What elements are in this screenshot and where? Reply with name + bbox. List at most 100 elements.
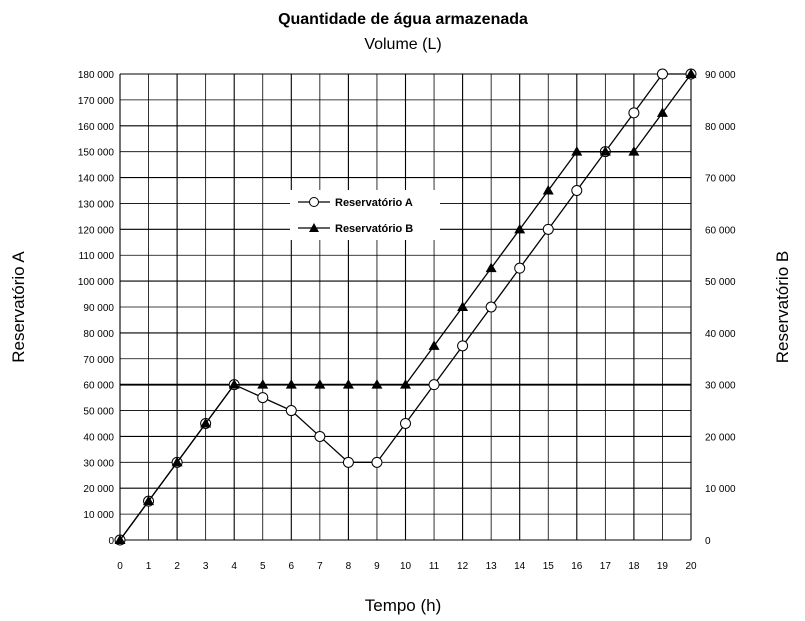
x-tick-label: 11 bbox=[429, 561, 440, 572]
y-tick-label-left: 50 000 bbox=[83, 407, 114, 418]
x-tick-label: 6 bbox=[289, 561, 295, 572]
data-point-circle bbox=[314, 430, 326, 442]
data-point-circle bbox=[571, 185, 583, 196]
y-tick-label-right: 70 000 bbox=[705, 174, 736, 185]
data-point-circle bbox=[342, 456, 354, 468]
x-tick-label: 1 bbox=[146, 561, 152, 572]
data-point-triangle bbox=[571, 146, 583, 156]
x-tick-label: 4 bbox=[231, 561, 237, 572]
y-tick-label-left: 0 bbox=[108, 536, 114, 547]
data-point-triangle bbox=[542, 185, 554, 195]
data-point-triangle bbox=[228, 379, 240, 389]
y-tick-label-left: 100 000 bbox=[78, 277, 115, 288]
y-tick-label-left: 110 000 bbox=[79, 251, 115, 262]
data-point-circle bbox=[542, 223, 554, 235]
chart-subtitle: Volume (L) bbox=[364, 36, 441, 53]
y-tick-label-left: 10 000 bbox=[83, 510, 114, 521]
data-point-circle bbox=[457, 340, 469, 352]
x-tick-label: 13 bbox=[486, 561, 498, 572]
legend-marker-a bbox=[309, 197, 319, 207]
y-tick-labels-right: 0 10 000 20 000 30 000 40 000 50 000 60 000 70 … bbox=[705, 70, 736, 547]
data-point-circle bbox=[257, 392, 269, 404]
y-tick-label-left: 20 000 bbox=[83, 484, 114, 495]
legend-marker-b bbox=[309, 223, 319, 232]
data-point-triangle bbox=[599, 146, 611, 156]
x-tick-label: 8 bbox=[346, 561, 352, 572]
data-point-triangle bbox=[485, 262, 497, 273]
data-point-triangle bbox=[514, 223, 526, 234]
x-tick-label: 10 bbox=[400, 561, 412, 572]
x-tick-label: 19 bbox=[657, 561, 669, 572]
x-tick-label: 14 bbox=[514, 561, 526, 572]
x-tick-label: 12 bbox=[457, 561, 469, 572]
series-layer bbox=[114, 68, 697, 546]
y-tick-label-left: 60 000 bbox=[83, 381, 114, 392]
y-tick-label-right: 20 000 bbox=[705, 432, 736, 443]
data-point-triangle bbox=[114, 534, 126, 544]
data-point-triangle bbox=[342, 379, 354, 389]
y-tick-label-left: 160 000 bbox=[78, 122, 115, 133]
y-tick-label-right: 50 000 bbox=[705, 277, 736, 288]
data-point-triangle bbox=[171, 456, 183, 467]
y-tick-label-right: 10 000 bbox=[705, 484, 736, 495]
data-point-triangle bbox=[656, 107, 668, 117]
y-tick-label-left: 90 000 bbox=[83, 303, 114, 314]
legend-label-b: Reservatório B bbox=[335, 223, 413, 235]
y-tick-label-left: 120 000 bbox=[78, 225, 115, 236]
y-tick-label-left: 70 000 bbox=[83, 355, 114, 366]
legend-label-a: Reservatório A bbox=[335, 197, 413, 209]
data-point-circle bbox=[400, 418, 411, 429]
data-point-triangle bbox=[400, 379, 411, 389]
data-point-triangle bbox=[314, 379, 326, 389]
data-point-triangle bbox=[257, 379, 269, 389]
x-tick-label: 18 bbox=[628, 561, 640, 572]
y-tick-label-left: 130 000 bbox=[78, 199, 115, 210]
y-tick-label-left: 140 000 bbox=[78, 174, 115, 185]
x-tick-label: 7 bbox=[317, 561, 323, 572]
data-point-triangle bbox=[685, 68, 697, 78]
y-tick-label-left: 40 000 bbox=[83, 432, 114, 443]
data-point-triangle bbox=[143, 495, 155, 506]
legend: Reservatório A Reservatório B bbox=[290, 190, 440, 240]
y-tick-label-left: 170 000 bbox=[78, 96, 115, 107]
x-tick-label: 9 bbox=[374, 561, 380, 572]
chart-title: Quantidade de água armazenada bbox=[278, 11, 528, 28]
x-tick-label: 20 bbox=[685, 561, 697, 572]
y-tick-label-left: 150 000 bbox=[78, 148, 115, 159]
data-point-triangle bbox=[200, 418, 212, 428]
x-tick-labels: 0 1 2 3 4 5 6 7 8 9 10 11 12 13 14 15 16 17 18 19 20 bbox=[117, 561, 697, 572]
x-tick-label: 17 bbox=[600, 561, 612, 572]
data-point-triangle bbox=[457, 301, 469, 311]
series-b bbox=[114, 68, 697, 544]
x-tick-label: 16 bbox=[571, 561, 583, 572]
y-tick-label-left: 180 000 bbox=[78, 70, 115, 81]
x-tick-label: 5 bbox=[260, 561, 266, 572]
data-point-circle bbox=[285, 405, 297, 417]
y-tick-label-right: 0 bbox=[705, 536, 711, 547]
y-tick-label-left: 30 000 bbox=[83, 458, 114, 469]
y-tick-labels-left: 0 10 000 20 000 30 000 40 000 50 000 60 000 70 … bbox=[78, 70, 115, 547]
y-tick-label-right: 40 000 bbox=[705, 329, 736, 340]
x-tick-label: 2 bbox=[174, 561, 180, 572]
data-point-triangle bbox=[428, 340, 440, 350]
y-tick-label-right: 60 000 bbox=[705, 225, 736, 236]
x-tick-label: 3 bbox=[203, 561, 209, 572]
y-axis-title-left: Reservatório A bbox=[9, 251, 28, 363]
data-point-circle bbox=[656, 68, 668, 80]
x-tick-label: 0 bbox=[117, 561, 123, 572]
y-tick-label-right: 90 000 bbox=[705, 70, 736, 81]
y-axis-title-right: Reservatório B bbox=[773, 251, 792, 363]
grid bbox=[119, 73, 692, 541]
data-point-circle bbox=[628, 107, 640, 119]
data-point-circle bbox=[514, 262, 526, 274]
data-point-circle bbox=[371, 456, 383, 468]
data-point-triangle bbox=[285, 379, 297, 389]
data-point-triangle bbox=[371, 379, 383, 389]
y-tick-label-right: 30 000 bbox=[705, 381, 736, 392]
x-tick-label: 15 bbox=[543, 561, 555, 572]
data-point-triangle bbox=[628, 146, 640, 156]
x-axis-title: Tempo (h) bbox=[365, 596, 442, 615]
y-tick-label-right: 80 000 bbox=[705, 122, 736, 133]
y-tick-label-left: 80 000 bbox=[83, 329, 114, 340]
